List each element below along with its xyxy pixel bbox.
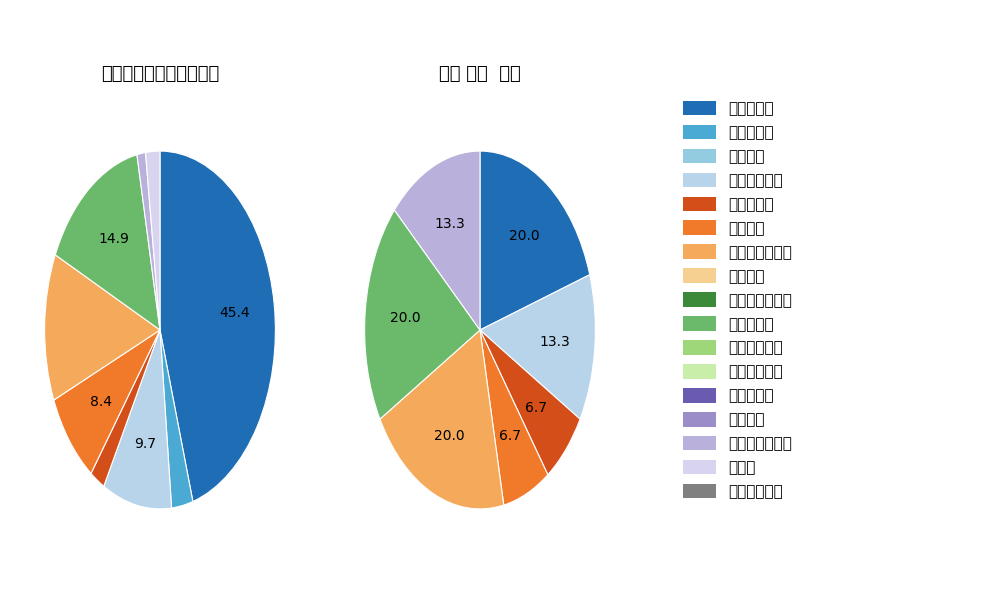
- Wedge shape: [480, 275, 595, 419]
- Title: セ・リーグ全プレイヤー: セ・リーグ全プレイヤー: [101, 65, 219, 83]
- Wedge shape: [380, 330, 504, 509]
- Legend: ストレート, ツーシーム, シュート, カットボール, スプリット, フォーク, チェンジアップ, シンカー, 高速スライダー, スライダー, 縦スライダー, : ストレート, ツーシーム, シュート, カットボール, スプリット, フォーク,…: [675, 93, 800, 507]
- Wedge shape: [394, 151, 480, 330]
- Text: 6.7: 6.7: [499, 429, 521, 443]
- Text: 20.0: 20.0: [434, 429, 465, 443]
- Text: 14.9: 14.9: [98, 232, 129, 246]
- Wedge shape: [160, 151, 275, 502]
- Text: 20.0: 20.0: [509, 229, 539, 243]
- Wedge shape: [365, 210, 480, 419]
- Wedge shape: [480, 330, 580, 475]
- Wedge shape: [146, 151, 160, 330]
- Title: 若林 楽人  選手: 若林 楽人 選手: [439, 65, 521, 83]
- Wedge shape: [104, 330, 172, 509]
- Wedge shape: [480, 330, 548, 505]
- Text: 20.0: 20.0: [390, 311, 421, 325]
- Wedge shape: [55, 155, 160, 330]
- Wedge shape: [160, 330, 193, 508]
- Text: 45.4: 45.4: [219, 306, 250, 320]
- Text: 8.4: 8.4: [90, 395, 112, 409]
- Text: 9.7: 9.7: [134, 437, 156, 451]
- Wedge shape: [91, 330, 160, 486]
- Text: 13.3: 13.3: [539, 335, 570, 349]
- Wedge shape: [54, 330, 160, 473]
- Wedge shape: [137, 152, 160, 330]
- Wedge shape: [45, 255, 160, 400]
- Text: 6.7: 6.7: [525, 401, 547, 415]
- Text: 13.3: 13.3: [434, 217, 465, 231]
- Wedge shape: [480, 151, 590, 330]
